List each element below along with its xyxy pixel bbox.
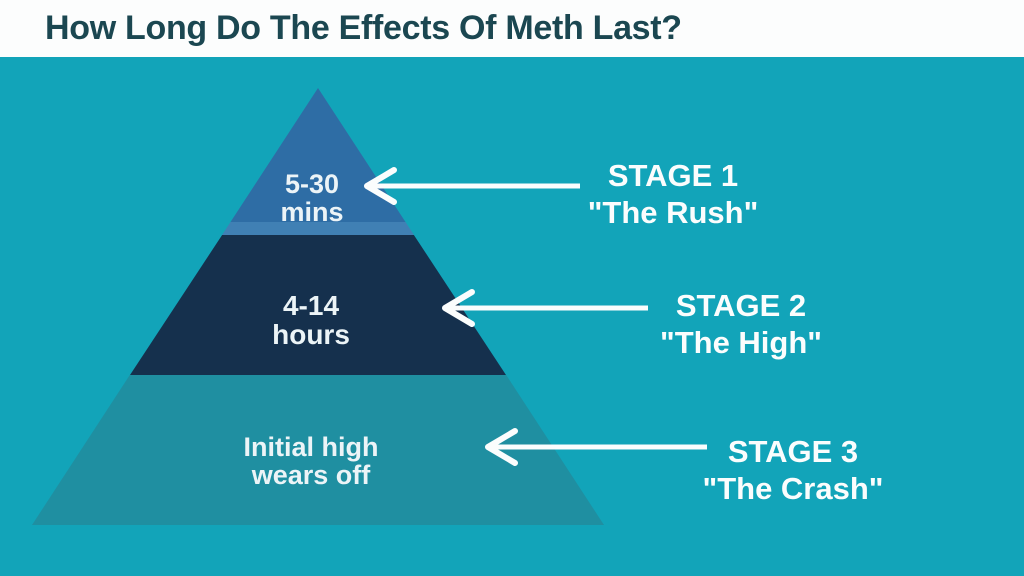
stage-1-left-arrow-icon (364, 167, 580, 205)
stage-2-left-arrow-icon (442, 289, 648, 327)
stage-2-label-title: STAGE 2 (675, 287, 807, 323)
stage-3-duration-line1: Initial high (243, 431, 379, 462)
stage-2-duration-line1: 4-14 (282, 289, 340, 321)
stage-1-duration-line1: 5-30 (284, 168, 340, 199)
stage-3-label-title: STAGE 3 (727, 433, 859, 469)
diagram-area: 5-30 mins 4-14 hours Initial high wears … (0, 57, 1024, 576)
stage-1-label-title: STAGE 1 (607, 157, 739, 193)
stage-1-duration-label: 5-30 mins (280, 170, 343, 226)
stage-1-label-name: "The Rush" (587, 195, 759, 230)
stage-3-left-arrow-icon (485, 428, 707, 466)
pyramid-section-stage-3 (32, 375, 604, 525)
title-banner: How Long Do The Effects Of Meth Last? (0, 0, 1024, 57)
stage-2-label: STAGE 2 "The High" (660, 287, 822, 361)
page-title: How Long Do The Effects Of Meth Last? (45, 9, 682, 47)
stage-2-duration-line2: hours (272, 319, 350, 350)
stage-3-label-name: "The Crash" (702, 471, 884, 506)
stage-3-label: STAGE 3 "The Crash" (703, 433, 884, 507)
stage-1-duration-line2: mins (280, 197, 344, 227)
stage-1-label: STAGE 1 "The Rush" (588, 157, 759, 231)
stage-2-label-name: "The High" (660, 325, 822, 360)
stage-3-duration-label: Initial high wears off (244, 433, 379, 489)
stage-3-duration-line2: wears off (251, 460, 371, 490)
stage-2-duration-label: 4-14 hours (272, 291, 350, 349)
